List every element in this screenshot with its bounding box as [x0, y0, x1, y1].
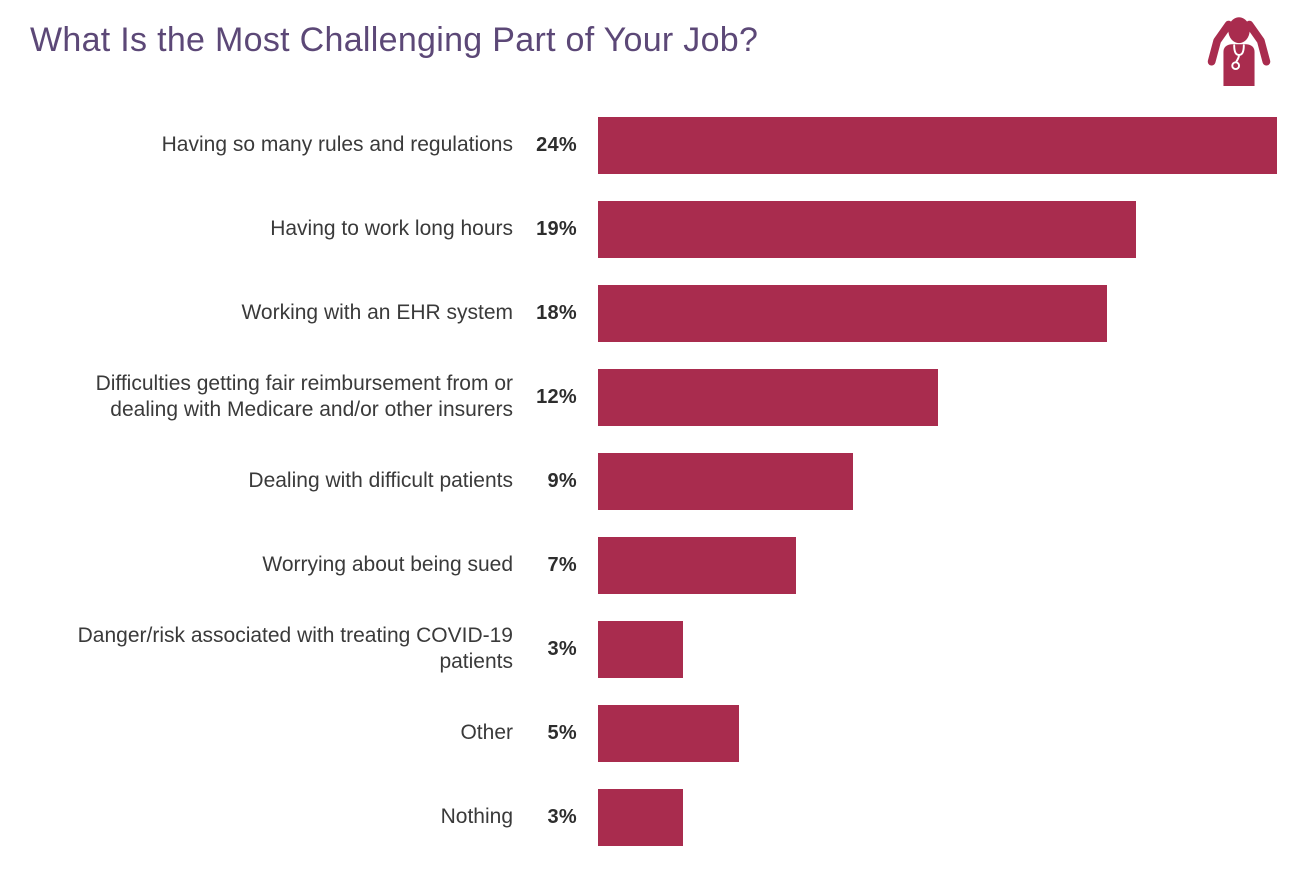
bar-row: Working with an EHR system 18%: [30, 271, 1277, 355]
category-label: Difficulties getting fair reimbursement …: [95, 371, 513, 421]
bar: [598, 368, 938, 426]
value-label: 19%: [536, 217, 577, 240]
bar-row: Danger/risk associated with treating COV…: [30, 607, 1277, 691]
category-label: Having so many rules and regulations: [161, 132, 513, 156]
chart-header: What Is the Most Challenging Part of You…: [0, 0, 1290, 90]
bar-track: [598, 704, 1277, 762]
bar-track: [598, 116, 1277, 174]
category-label: Working with an EHR system: [241, 300, 513, 324]
bar: [598, 284, 1108, 342]
bar-track: [598, 452, 1277, 510]
category-label: Worrying about being sued: [262, 552, 513, 576]
bar-row: Difficulties getting fair reimbursement …: [30, 355, 1277, 439]
value-label: 12%: [536, 385, 577, 408]
bar-row: Worrying about being sued 7%: [30, 523, 1277, 607]
bar-track: [598, 536, 1277, 594]
stressed-doctor-icon: [1202, 14, 1276, 90]
page-title: What Is the Most Challenging Part of You…: [30, 21, 759, 59]
value-label: 18%: [536, 301, 577, 324]
bar-track: [598, 284, 1277, 342]
bar: [598, 452, 853, 510]
bar: [598, 620, 683, 678]
value-label: 24%: [536, 133, 577, 156]
bar-row: Having to work long hours 19%: [30, 187, 1277, 271]
bar: [598, 704, 740, 762]
bar-track: [598, 200, 1277, 258]
bar-row: Other 5%: [30, 691, 1277, 775]
bar-track: [598, 368, 1277, 426]
bar: [598, 200, 1136, 258]
bar: [598, 116, 1277, 174]
bar-chart: Having so many rules and regulations 24%…: [0, 103, 1290, 859]
category-label: Dealing with difficult patients: [248, 468, 513, 492]
bar-rows: Having so many rules and regulations 24%…: [30, 103, 1277, 859]
bar-row: Dealing with difficult patients 9%: [30, 439, 1277, 523]
bar-row: Having so many rules and regulations 24%: [30, 103, 1277, 187]
category-label: Nothing: [440, 804, 513, 828]
value-label: 5%: [547, 721, 577, 744]
bar: [598, 536, 797, 594]
category-label: Danger/risk associated with treating COV…: [77, 623, 513, 673]
value-label: 3%: [547, 637, 577, 660]
value-label: 7%: [547, 553, 577, 576]
bar-track: [598, 620, 1277, 678]
category-label: Other: [460, 720, 513, 744]
bar-row: Nothing 3%: [30, 775, 1277, 859]
bar: [598, 788, 683, 846]
value-label: 3%: [547, 805, 577, 828]
value-label: 9%: [547, 469, 577, 492]
category-label: Having to work long hours: [270, 216, 513, 240]
bar-track: [598, 788, 1277, 846]
